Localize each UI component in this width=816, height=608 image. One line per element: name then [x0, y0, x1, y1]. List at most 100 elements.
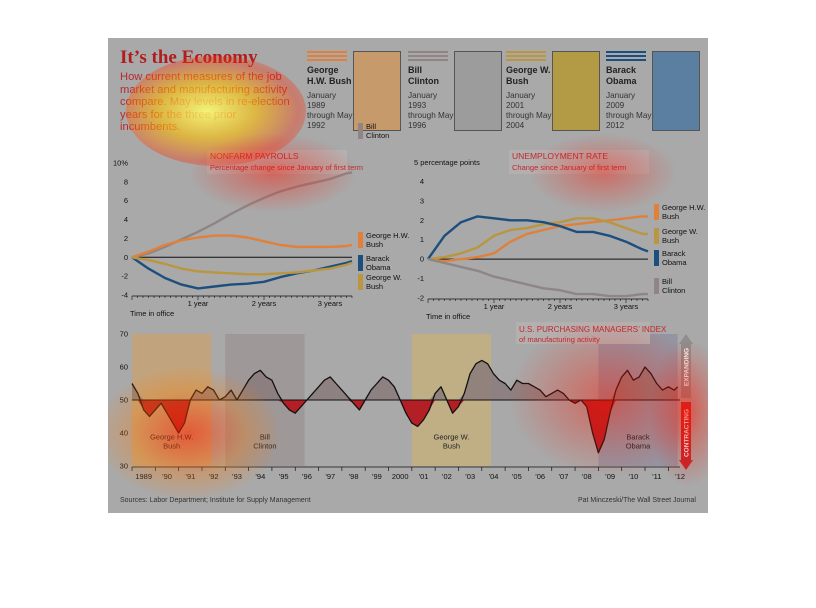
- legend-label-line: Barack: [662, 249, 686, 258]
- x-tick-label: ’06: [535, 472, 545, 481]
- series-line-george-h-w-bush: [427, 215, 648, 263]
- x-tick-label: ’04: [488, 472, 498, 481]
- portrait-bill-clinton-icon: [454, 51, 502, 131]
- color-key-bar: [606, 51, 646, 53]
- x-tick-label: 1 year: [484, 302, 505, 311]
- y-tick-label: 0: [420, 255, 424, 264]
- color-key-bar: [408, 51, 448, 53]
- president-name: Bill Clinton: [408, 65, 439, 86]
- credit-note: Pat Minczeski/The Wall Street Journal: [577, 497, 696, 504]
- x-tick-label: ’97: [325, 472, 335, 481]
- x-tick-label: ’90: [162, 472, 172, 481]
- legend-label-line: Clinton: [366, 131, 389, 140]
- chart-subtitle: of manufacturing activity: [519, 335, 600, 344]
- contracting-label: CONTRACTING: [684, 409, 691, 457]
- series-line-barack-obama: [427, 215, 649, 260]
- president-card-barack-obama: Barack Obama January 2009 through May 20…: [606, 51, 706, 131]
- x-tick-label: 3 years: [614, 302, 639, 311]
- legend-label-line: George W.: [662, 227, 698, 236]
- line-chart-1: UNEMPLOYMENT RATE Change since January of…: [414, 150, 705, 321]
- x-tick-label: 1 year: [188, 299, 209, 308]
- term-label-line: George W.: [434, 433, 470, 442]
- y-tick-label: 2: [124, 234, 128, 243]
- legend-swatch: [654, 204, 659, 220]
- y-tick-label: 50: [120, 396, 128, 405]
- legend-label-line: Bush: [366, 240, 383, 249]
- legend-label-line: Clinton: [662, 286, 685, 295]
- color-key-bar: [506, 51, 546, 53]
- x-tick-label: 2000: [392, 472, 409, 481]
- term-label: George W. Bush: [434, 433, 470, 451]
- legend-swatch: [358, 232, 363, 248]
- term-label-line: Clinton: [253, 442, 276, 451]
- chart-title-box: [516, 322, 650, 344]
- y-tick-label: 4: [124, 215, 128, 224]
- term-label-line: Obama: [626, 442, 651, 451]
- x-tick-label: ’94: [255, 472, 265, 481]
- legend-label: Bill Clinton: [662, 277, 685, 295]
- x-tick-label: ’10: [628, 472, 638, 481]
- line-chart-0: NONFARM PAYROLLS Percentage change since …: [113, 122, 409, 318]
- y-tick-label: 0: [124, 253, 128, 262]
- y-tick-label: 2: [420, 216, 424, 225]
- legend-label: Barack Obama: [366, 254, 391, 272]
- term-label: Barack Obama: [626, 433, 651, 451]
- president-period: January 1993 through May 1996: [408, 91, 454, 130]
- legend-label-line: Obama: [662, 258, 687, 267]
- portrait-gw-bush-icon: [552, 51, 600, 131]
- color-key-bar: [307, 51, 347, 53]
- president-period: January 2009 through May 2012: [606, 91, 652, 130]
- y-tick-label: 40: [120, 429, 128, 438]
- legend-swatch: [654, 228, 659, 244]
- charts-svg: NONFARM PAYROLLS Percentage change since …: [113, 122, 705, 481]
- legend-label: George H.W. Bush: [662, 203, 705, 221]
- chart-title: NONFARM PAYROLLS: [210, 151, 299, 161]
- x-tick-label: ’12: [675, 472, 685, 481]
- x-axis-label: Time in office: [426, 312, 470, 321]
- legend-swatch: [654, 250, 659, 266]
- y-tick-label: 10%: [113, 159, 128, 168]
- expanding-label: EXPANDING: [684, 348, 691, 386]
- color-key-ghw-bush: [307, 51, 347, 61]
- president-card-ghw-bush: George H.W. Bush January 1989 through Ma…: [307, 51, 407, 131]
- x-tick-label: ’05: [512, 472, 522, 481]
- x-axis-label: Time in office: [130, 309, 174, 318]
- y-tick-label: -1: [417, 274, 424, 283]
- president-name: George W. Bush: [506, 65, 551, 86]
- y-tick-label: 70: [120, 330, 128, 339]
- legend-label: George W. Bush: [662, 227, 698, 245]
- pmi-expansion-area: [132, 360, 678, 400]
- x-tick-label: 2 years: [252, 299, 277, 308]
- color-key-bar: [506, 55, 546, 57]
- portrait-barack-obama-icon: [652, 51, 700, 131]
- chart-subtitle: Change since January of first term: [512, 163, 626, 172]
- y-tick-label: 4: [420, 177, 424, 186]
- legend-label-line: Obama: [366, 263, 391, 272]
- y-tick-label: 8: [124, 177, 128, 186]
- x-tick-label: ’92: [209, 472, 219, 481]
- legend-label: Bill Clinton: [366, 122, 389, 140]
- chart-subtitle: Percentage change since January of first…: [210, 163, 363, 172]
- president-name: Barack Obama: [606, 65, 637, 86]
- legend-label-line: Bush: [366, 282, 383, 291]
- x-tick-label: ’01: [418, 472, 428, 481]
- color-key-barack-obama: [606, 51, 646, 61]
- source-note: Sources: Labor Department; Institute for…: [120, 497, 311, 504]
- y-tick-label: -4: [121, 291, 128, 300]
- president-period: January 2001 through May 2004: [506, 91, 552, 130]
- portrait-ghw-bush-icon: [353, 51, 401, 131]
- president-period: January 1989 through May 1992: [307, 91, 353, 130]
- legend-label-line: Bill: [366, 122, 376, 131]
- y-tick-label: 60: [120, 363, 128, 372]
- term-label-line: Barack: [626, 433, 650, 442]
- color-key-bar: [606, 55, 646, 57]
- x-tick-label: ’07: [558, 472, 568, 481]
- x-tick-label: ’91: [185, 472, 195, 481]
- color-key-bar: [606, 59, 646, 61]
- term-label-line: Bill: [260, 433, 270, 442]
- legend-label: George H.W. Bush: [366, 231, 409, 249]
- legend-swatch: [358, 274, 363, 290]
- term-label-line: Bush: [163, 442, 180, 451]
- x-tick-label: ’93: [232, 472, 242, 481]
